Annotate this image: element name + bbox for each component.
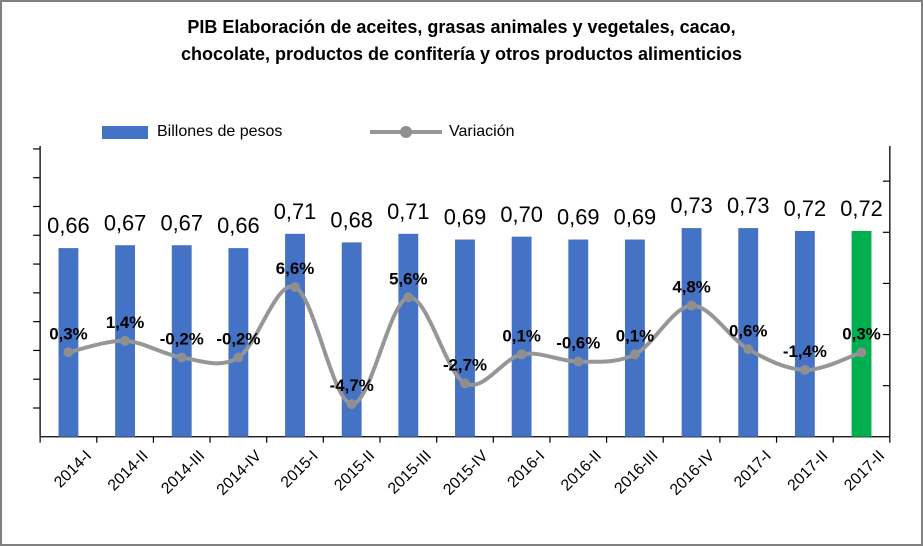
legend-label-variacion: Variación <box>449 123 515 140</box>
x-axis-label-8: 2016-I <box>504 447 548 491</box>
x-axis-label-1: 2014-II <box>105 447 152 494</box>
bar-2014-I <box>58 248 79 437</box>
x-axis-label-7: 2015-IV <box>440 447 492 499</box>
bar-2017-II <box>851 230 872 437</box>
x-axis-label-5: 2015-II <box>331 447 378 494</box>
bar-value-label: 0,72 <box>784 196 826 221</box>
x-axis-label-4: 2015-I <box>278 447 322 491</box>
variation-point-2015-II <box>346 399 357 410</box>
line-swatch-dot-icon <box>400 126 412 138</box>
bar-value-label: 0,69 <box>614 205 656 230</box>
variation-point-2017-I <box>743 344 754 355</box>
bar-value-label: 0,71 <box>387 199 429 224</box>
bar-2016-III <box>624 239 645 437</box>
bar-2015-IV <box>455 239 475 437</box>
chart-title-line-1: PIB Elaboración de aceites, grasas anima… <box>187 17 736 37</box>
x-axis-label-12: 2017-I <box>731 447 775 491</box>
bar-value-label: 0,73 <box>670 193 712 218</box>
variation-point-2016-III <box>629 349 640 360</box>
variation-point-2014-III <box>176 352 187 363</box>
bar-value-label: 0,68 <box>330 207 372 232</box>
variation-point-2014-II <box>120 335 131 346</box>
x-axis-label-6: 2015-III <box>385 447 435 497</box>
variation-label: -0,2% <box>160 330 204 349</box>
bar-2017-I <box>738 228 759 437</box>
bar-value-label: 0,67 <box>160 210 202 235</box>
variation-line <box>67 284 863 407</box>
variation-point-2015-III <box>403 292 414 303</box>
variation-label: -2,7% <box>443 355 487 374</box>
bar-value-label: 0,67 <box>104 210 146 235</box>
bar-2014-IV <box>228 248 249 437</box>
bar-2016-II <box>568 239 589 437</box>
chart-title: PIB Elaboración de aceites, grasas anima… <box>2 14 921 68</box>
bar-value-label: 0,73 <box>727 193 769 218</box>
variation-label: 5,6% <box>389 269 427 288</box>
x-axis-label-14: 2017-II <box>841 447 888 494</box>
variation-label: 0,3% <box>842 324 880 343</box>
x-axis-label-0: 2014-I <box>51 447 95 491</box>
variation-point-2016-I <box>516 349 527 360</box>
variation-point-2015-IV <box>460 378 470 389</box>
bar-2017-II <box>794 230 815 437</box>
variation-label: -0,2% <box>216 330 260 349</box>
bar-2016-IV <box>681 228 702 437</box>
legend-item-variacion: Variación <box>370 121 515 143</box>
bar-value-label: 0,69 <box>557 205 599 230</box>
bar-swatch-icon <box>102 125 148 139</box>
variation-label: 0,1% <box>616 326 654 345</box>
variation-label: 6,6% <box>276 259 314 278</box>
bar-value-label: 0,69 <box>444 205 486 230</box>
x-axis-label-3: 2014-IV <box>214 447 266 499</box>
variation-label: 0,6% <box>729 321 767 340</box>
variation-point-2015-I <box>290 282 300 292</box>
variation-point-2016-II <box>573 356 584 367</box>
variation-point-2017-II <box>856 347 867 358</box>
bar-2015-I <box>285 233 305 437</box>
legend-item-billones: Billones de pesos <box>102 121 282 143</box>
x-axis-label-10: 2016-III <box>611 447 661 497</box>
variation-point-2014-IV <box>233 352 244 363</box>
variation-point-2016-IV <box>686 300 697 311</box>
x-axis-label-13: 2017-II <box>785 447 832 494</box>
bar-value-label: 0,72 <box>840 196 882 221</box>
bar-value-label: 0,71 <box>274 199 316 224</box>
bar-value-label: 0,70 <box>500 202 542 227</box>
bar-2015-II <box>341 242 362 437</box>
bar-value-label: 0,66 <box>217 213 259 238</box>
variation-label: 4,8% <box>672 278 710 297</box>
line-swatch-icon <box>370 126 442 138</box>
legend-label-billones: Billones de pesos <box>157 123 283 140</box>
variation-label: -0,6% <box>556 334 600 353</box>
chart-title-line-2: chocolate, productos de confitería y otr… <box>180 44 743 64</box>
variation-point-2014-I <box>63 347 74 358</box>
x-axis-label-9: 2016-II <box>558 447 605 494</box>
bar-2015-III <box>398 233 419 437</box>
variation-label: 0,1% <box>502 326 540 345</box>
variation-label: -1,4% <box>783 342 827 361</box>
bar-2016-I <box>511 236 532 437</box>
x-axis-label-2: 2014-III <box>158 447 208 497</box>
variation-label: 0,3% <box>49 324 87 343</box>
variation-label: -4,7% <box>330 376 374 395</box>
x-axis-label-11: 2016-IV <box>667 447 719 499</box>
bar-value-label: 0,66 <box>47 213 89 238</box>
bar-2014-III <box>171 245 192 437</box>
variation-label: 1,4% <box>106 313 144 332</box>
variation-point-2017-II <box>799 364 810 375</box>
legend: Billones de pesos Variación <box>2 121 921 143</box>
